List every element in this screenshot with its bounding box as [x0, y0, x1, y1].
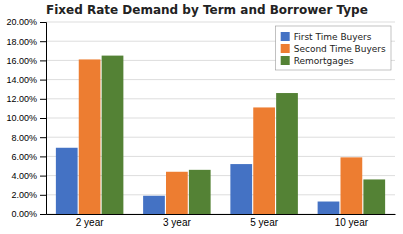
y-tick-mark: [40, 80, 46, 81]
grid: [46, 22, 395, 214]
y-tick: 18.00%: [6, 37, 46, 47]
x-axis: 2 year 3 year 5 year 10 year: [47, 214, 396, 228]
y-tick-mark: [40, 41, 46, 42]
bar: [276, 93, 298, 214]
y-tick: 10.00%: [6, 113, 46, 123]
y-tick-mark: [40, 118, 46, 119]
legend: First Time Buyers Second Time Buyers Remor…: [276, 26, 391, 70]
legend-label: First Time Buyers: [294, 32, 372, 42]
bars: [56, 56, 385, 214]
y-tick-label: 12.00%: [6, 94, 37, 104]
bar: [56, 148, 78, 214]
y-axis-line: [40, 23, 47, 215]
bar: [143, 196, 165, 214]
x-tick: 3 year: [163, 214, 191, 228]
x-tick: 5 year: [250, 214, 278, 228]
y-tick-label: 0.00%: [11, 209, 37, 219]
bar: [318, 202, 340, 214]
y-tick-label: 18.00%: [6, 37, 37, 47]
y-tick-mark: [40, 176, 46, 177]
y-tick-label: 6.00%: [11, 152, 37, 162]
legend-swatch: [281, 32, 290, 41]
bar: [341, 157, 363, 214]
legend-frame: [276, 26, 391, 70]
legend-swatch: [281, 44, 290, 53]
legend-swatch: [281, 56, 290, 65]
legend-item: Remortgages: [281, 56, 354, 66]
legend-item: First Time Buyers: [281, 32, 372, 42]
y-tick-label: 4.00%: [11, 171, 37, 181]
y-tick: 4.00%: [11, 171, 46, 181]
bar: [166, 172, 188, 214]
y-tick-label: 10.00%: [6, 113, 37, 123]
x-tick: 2 year: [76, 214, 104, 228]
y-tick: 0.00%: [11, 209, 46, 219]
y-axis: 0.00% 2.00% 4.00% 6.00% 8.00% 10.00% 12.00% 14.…: [6, 17, 46, 219]
bar: [253, 107, 275, 214]
y-tick: 6.00%: [11, 152, 46, 162]
y-tick: 14.00%: [6, 75, 46, 85]
y-tick-label: 16.00%: [6, 56, 37, 66]
y-tick-mark: [40, 137, 46, 138]
bar: [79, 59, 101, 214]
y-tick-mark: [40, 99, 46, 100]
x-tick-label: 10 year: [335, 217, 369, 228]
bar: [230, 164, 252, 214]
grid-line: [46, 22, 395, 23]
x-tick: 10 year: [335, 214, 369, 228]
bar: [189, 170, 211, 214]
y-tick-mark: [40, 195, 46, 196]
y-tick-label: 8.00%: [11, 133, 37, 143]
y-tick: 16.00%: [6, 56, 46, 66]
legend-item: Second Time Buyers: [281, 44, 386, 54]
y-tick: 8.00%: [11, 133, 46, 143]
y-tick-mark: [40, 22, 46, 23]
title: Fixed Rate Demand by Term and Borrower T…: [46, 3, 368, 17]
bar-series: [102, 56, 385, 214]
legend-label: Second Time Buyers: [294, 44, 386, 54]
x-tick-label: 2 year: [76, 217, 104, 228]
y-tick: 2.00%: [11, 190, 46, 200]
plot: 0.00% 2.00% 4.00% 6.00% 8.00% 10.00% 12.00% 14.…: [6, 17, 395, 228]
y-tick-mark: [40, 156, 46, 157]
bar: [102, 56, 124, 214]
y-tick: 20.00%: [6, 17, 46, 27]
y-tick-mark: [40, 214, 46, 215]
x-axis-line: [47, 214, 396, 215]
bar: [363, 179, 385, 214]
y-tick-mark: [40, 60, 46, 61]
y-tick-label: 20.00%: [6, 17, 37, 27]
y-tick-label: 14.00%: [6, 75, 37, 85]
x-tick-label: 3 year: [163, 217, 191, 228]
legend-label: Remortgages: [294, 56, 354, 66]
x-tick-label: 5 year: [250, 217, 278, 228]
y-tick: 12.00%: [6, 94, 46, 104]
chart: 0.00% 2.00% 4.00% 6.00% 8.00% 10.00% 12.00% 14.…: [0, 0, 403, 234]
y-tick-label: 2.00%: [11, 190, 37, 200]
